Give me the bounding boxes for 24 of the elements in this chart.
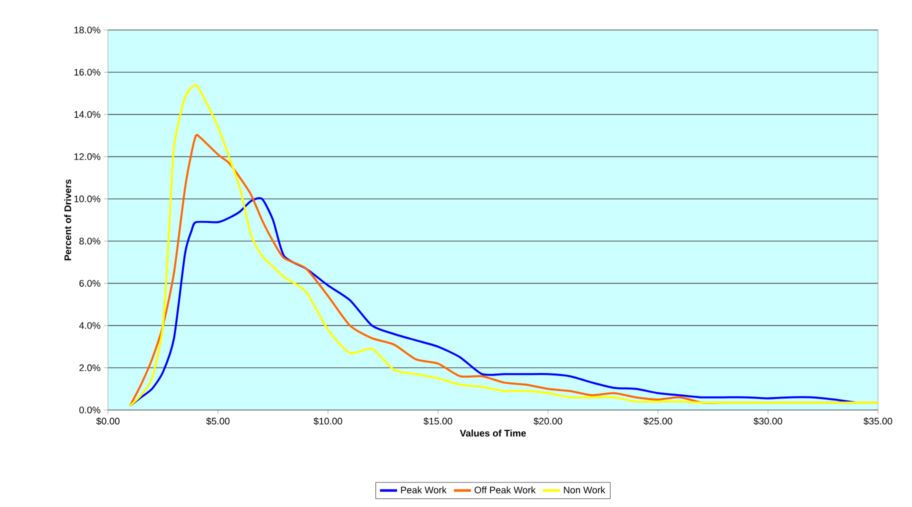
y-tick-label: 6.0% (79, 280, 100, 287)
x-tick-label: $5.00 (206, 417, 230, 426)
x-tick-label: $30.00 (754, 417, 782, 426)
y-axis-title: Percent of Drivers (64, 179, 72, 260)
x-tick-label: $10.00 (314, 417, 342, 426)
x-tick-label: $35.00 (864, 417, 892, 426)
y-tick-label: 16.0% (74, 68, 100, 76)
y-tick-label: 12.0% (74, 153, 100, 160)
y-tick-label: 8.0% (79, 238, 100, 244)
legend-label: Peak Work (401, 486, 447, 494)
y-tick-label: 18.0% (74, 26, 100, 34)
legend-label: Non Work (564, 486, 606, 494)
y-tick-label: 0.0% (79, 406, 100, 414)
y-tick-label: 10.0% (74, 196, 100, 202)
y-tick-label: 4.0% (79, 322, 100, 329)
y-tick-label: 14.0% (74, 111, 100, 118)
y-tick-label: 2.0% (79, 364, 100, 372)
x-tick-label: $0.00 (96, 417, 120, 426)
x-tick-label: $25.00 (644, 417, 672, 426)
legend-label: Off Peak Work (474, 486, 536, 494)
line-series (129, 84, 878, 407)
x-axis-title: Values of Time (460, 430, 526, 437)
x-tick-label: $15.00 (424, 417, 452, 426)
x-tick-label: $20.00 (534, 417, 562, 426)
